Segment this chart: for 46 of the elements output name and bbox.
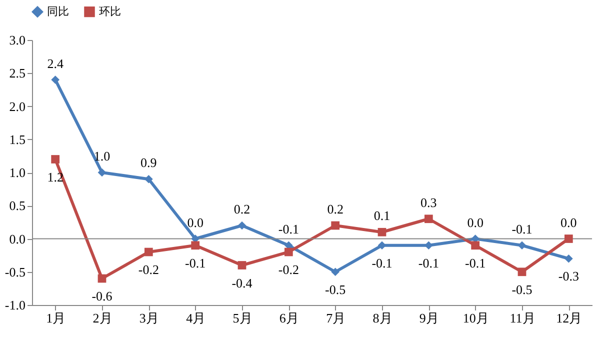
data-label: 1.0: [94, 148, 110, 164]
x-tick-label: 3月: [139, 310, 159, 326]
legend-label: 同比: [47, 4, 69, 18]
data-label: -0.1: [278, 221, 299, 236]
x-tick-label: 11月: [510, 310, 536, 326]
x-tick-label: 6月: [279, 310, 299, 326]
data-label: 2.4: [47, 56, 64, 71]
data-label: 0.0: [467, 214, 484, 230]
y-tick-label: 2.0: [9, 98, 26, 114]
data-label: 0.2: [327, 202, 344, 216]
data-label: 0.3: [420, 194, 437, 210]
data-label: -0.1: [512, 221, 532, 236]
data-label: -0.1: [372, 255, 392, 270]
data-label: -0.2: [278, 262, 299, 277]
data-label: -0.5: [325, 282, 346, 297]
legend-label: 环比: [99, 4, 121, 18]
x-tick-label: 10月: [462, 310, 489, 326]
y-tick-label: 1.5: [9, 132, 26, 147]
x-tick-label: 1月: [46, 310, 66, 326]
x-tick-label: 12月: [556, 310, 582, 326]
data-label: -0.1: [185, 255, 206, 270]
data-label: -0.4: [232, 275, 253, 290]
x-tick-label: 8月: [372, 310, 392, 326]
y-tick-label: -0.5: [4, 264, 26, 280]
y-tick-label: 2.5: [9, 66, 26, 81]
x-tick-label: 2月: [92, 310, 112, 326]
y-tick-label: 0.5: [9, 198, 26, 214]
x-tick-label: 4月: [186, 310, 206, 326]
data-label: 0.1: [374, 208, 390, 224]
x-tick-label: 5月: [232, 310, 252, 326]
data-label: 0.2: [234, 202, 250, 216]
x-tick-label: 9月: [419, 310, 439, 326]
data-label: 0.9: [140, 155, 157, 170]
y-tick-label: 0.0: [9, 231, 26, 246]
data-label: 0.0: [560, 214, 577, 230]
y-tick-label: -1.0: [4, 298, 26, 312]
data-label: -0.2: [138, 262, 159, 277]
x-tick-label: 7月: [326, 310, 346, 326]
data-label: -0.1: [465, 255, 486, 270]
y-tick-label: 1.0: [9, 165, 26, 180]
data-label: 0.0: [187, 214, 204, 230]
data-label: -0.3: [558, 268, 579, 284]
y-tick-label: 3.0: [9, 32, 26, 48]
data-label: -0.1: [418, 255, 439, 270]
data-label: -0.6: [92, 288, 113, 304]
data-label: -0.5: [512, 282, 532, 297]
